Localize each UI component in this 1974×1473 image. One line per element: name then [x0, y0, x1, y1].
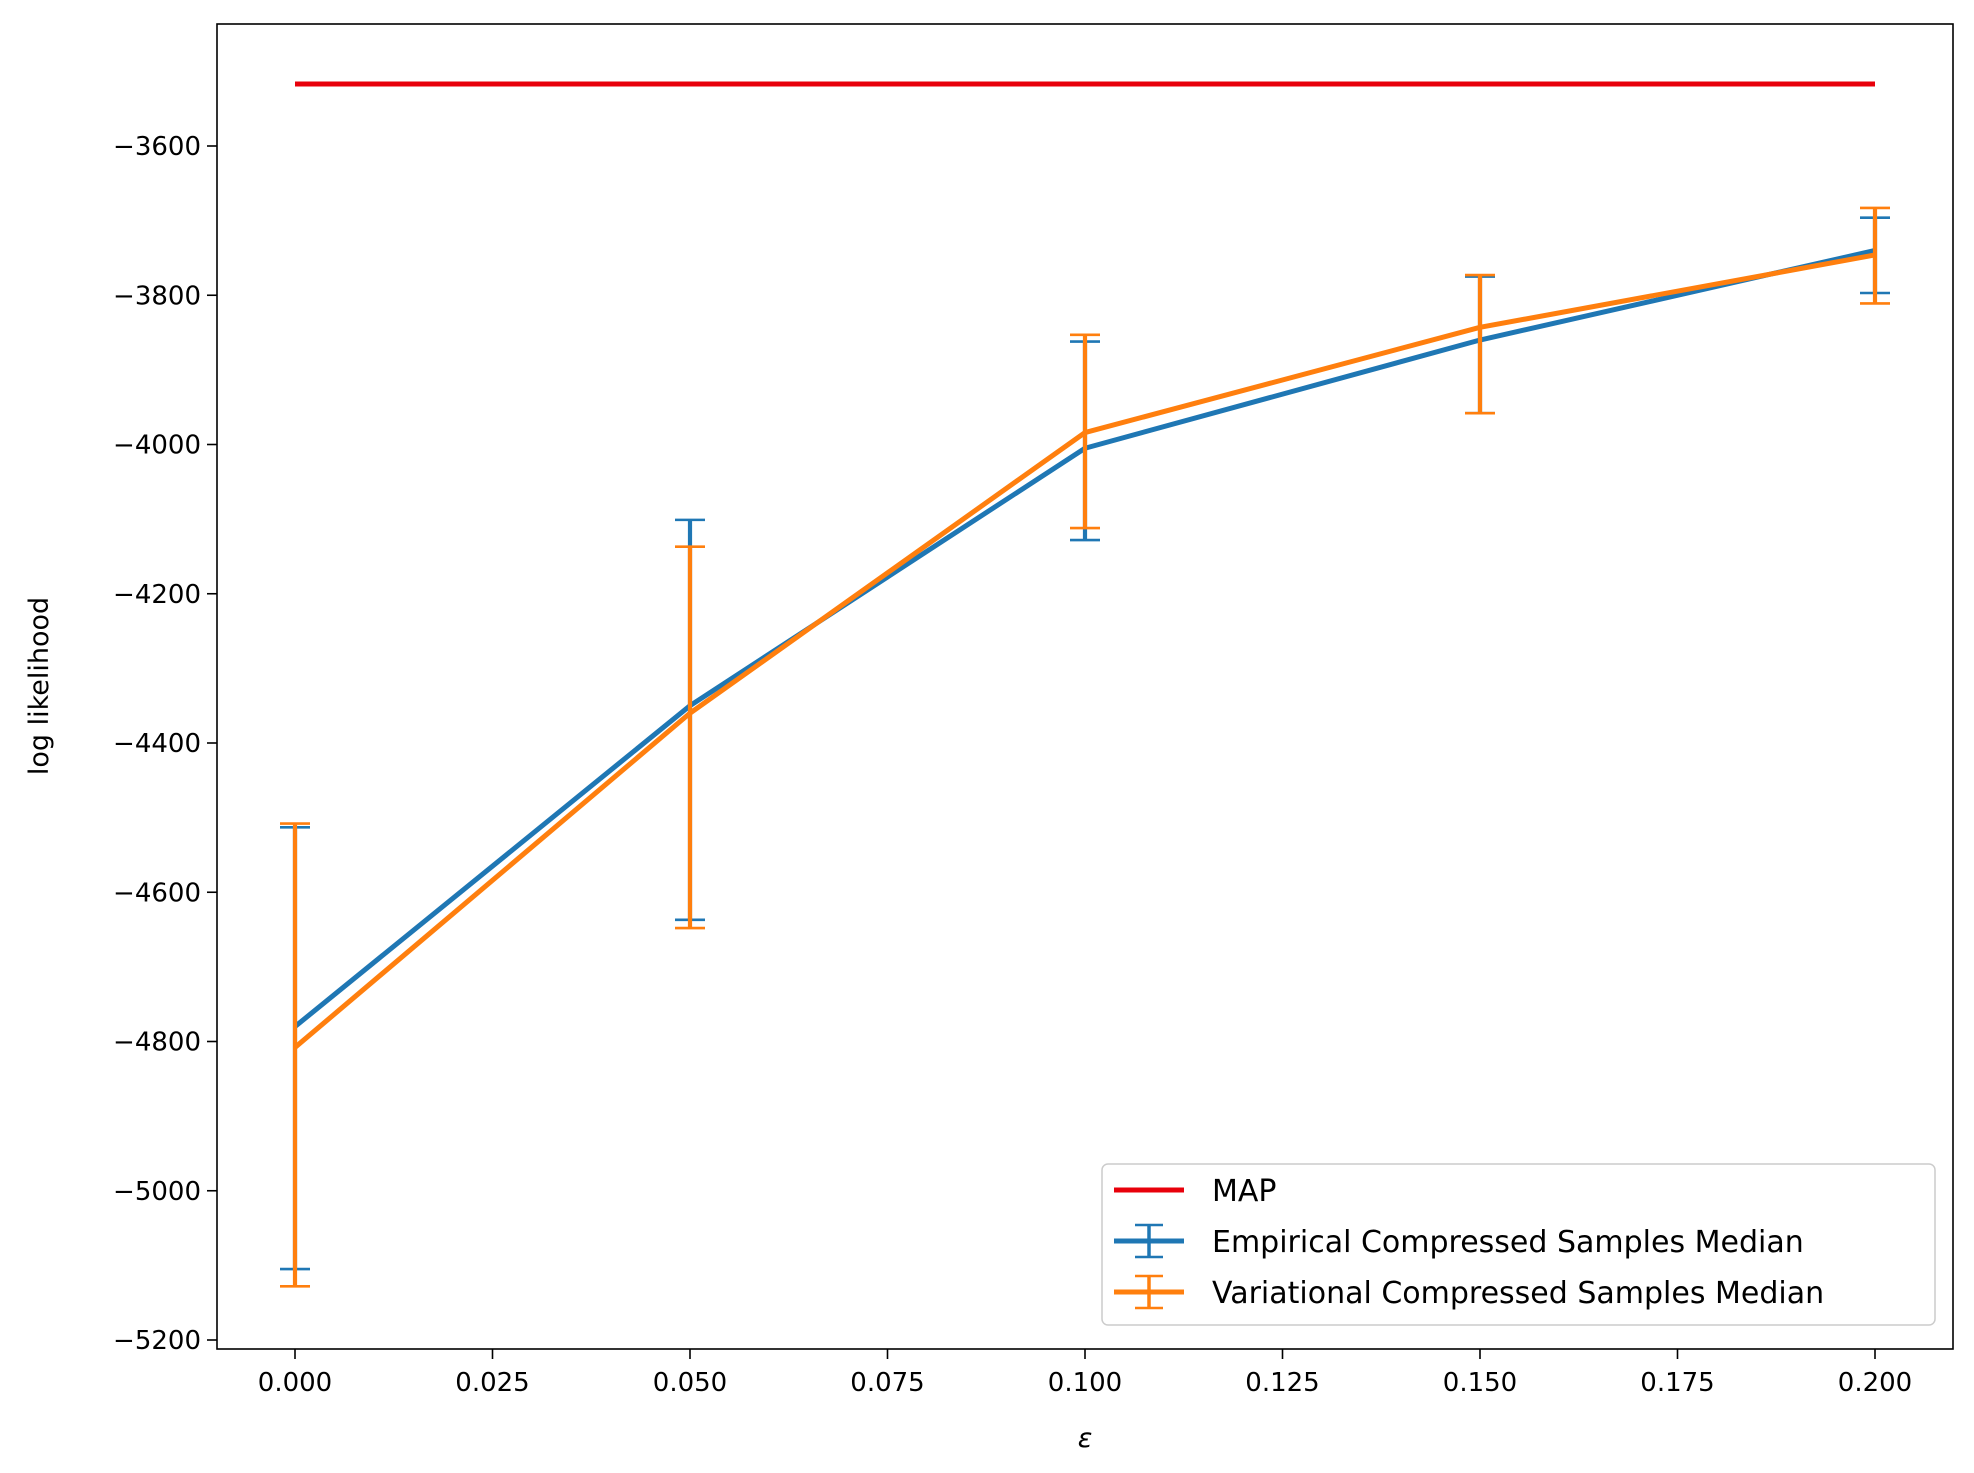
legend-label: Variational Compressed Samples Median [1212, 1276, 1824, 1311]
x-tick-label: 0.175 [1640, 1368, 1714, 1398]
legend-label: Empirical Compressed Samples Median [1212, 1225, 1804, 1260]
series-line [293, 252, 1876, 1050]
x-tick-label: 0.000 [258, 1368, 332, 1398]
x-tick-label: 0.050 [653, 1368, 727, 1398]
y-tick-label: −4600 [113, 878, 201, 908]
y-tick-label: −3800 [113, 281, 201, 311]
x-tick-label: 0.150 [1443, 1368, 1517, 1398]
y-tick-label: −5200 [113, 1326, 201, 1356]
x-tick-label: 0.075 [850, 1368, 924, 1398]
x-tick-label: 0.025 [455, 1368, 529, 1398]
y-tick-label: −3600 [113, 132, 201, 162]
x-axis-ticks: 0.000 0.025 0.050 0.075 0.100 0.125 0.150 0.175… [258, 1349, 1912, 1398]
y-tick-label: −5000 [113, 1177, 201, 1207]
y-tick-label: −4200 [113, 580, 201, 610]
legend-label: MAP [1212, 1174, 1277, 1209]
x-tick-label: 0.125 [1245, 1368, 1319, 1398]
y-tick-label: −4800 [113, 1028, 201, 1058]
y-axis-label: log likelihood [24, 597, 55, 775]
plot-content [280, 81, 1890, 1288]
y-tick-label: −4000 [113, 431, 201, 461]
x-tick-label: 0.200 [1838, 1368, 1912, 1398]
x-tick-label: 0.100 [1048, 1368, 1122, 1398]
legend-entry: Empirical Compressed Samples Median [1114, 1223, 1804, 1260]
legend-entry: Variational Compressed Samples Median [1114, 1274, 1824, 1311]
legend-frame [1101, 1163, 1936, 1326]
y-axis-ticks: −3600 −3800 −4000 −4200 −4400 −4600 −4800 −5000… [113, 132, 217, 1356]
x-axis-label: ε [1078, 1423, 1093, 1454]
y-tick-label: −4400 [113, 729, 201, 759]
series-3 [280, 206, 1890, 1288]
legend: MAP Empirical Compressed Samples Median Va… [1101, 1163, 1936, 1326]
legend-entry: MAP [1114, 1174, 1277, 1209]
legend-entries: MAP Empirical Compressed Samples Median Va… [1114, 1174, 1824, 1311]
